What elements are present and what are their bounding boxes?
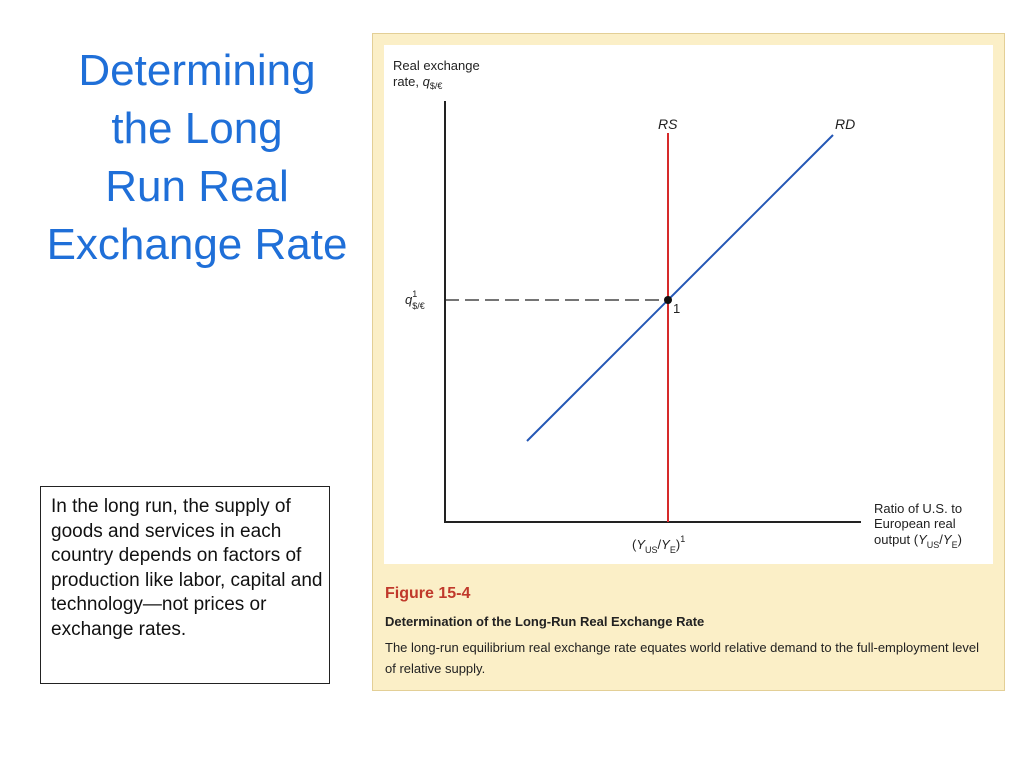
equilibrium-point-label: 1 bbox=[673, 301, 680, 316]
x-axis-label-line2: European real bbox=[874, 516, 956, 531]
y-axis-label-line1: Real exchange bbox=[393, 58, 480, 73]
note-text: In the long run, the supply of goods and… bbox=[51, 496, 323, 640]
figure-panel: Real exchange rate, q$/€ RS RD 1 q1 $/€ (… bbox=[372, 33, 1005, 691]
graph-area: Real exchange rate, q$/€ RS RD 1 q1 $/€ (… bbox=[384, 45, 993, 564]
rs-label: RS bbox=[658, 116, 678, 132]
rd-label: RD bbox=[835, 116, 855, 132]
title-line: Determining bbox=[78, 46, 316, 95]
figure-caption-title: Determination of the Long-Run Real Excha… bbox=[385, 614, 705, 629]
diagram-svg: Real exchange rate, q$/€ RS RD 1 q1 $/€ (… bbox=[393, 58, 962, 555]
x-axis-label-line1: Ratio of U.S. to bbox=[874, 501, 962, 516]
equilibrium-point bbox=[664, 296, 672, 304]
title-line: Run Real bbox=[105, 162, 289, 211]
note-box: In the long run, the supply of goods and… bbox=[40, 486, 330, 684]
equilibrium-ratio-label: (YUS/YE)1 bbox=[632, 534, 685, 555]
slide-title: Determining the Long Run Real Exchange R… bbox=[30, 42, 364, 282]
title-line: the Long bbox=[111, 104, 283, 153]
rd-curve bbox=[526, 134, 834, 442]
equilibrium-rate-label: q1 $/€ bbox=[405, 289, 425, 311]
y-axis-label-line2: rate, q$/€ bbox=[393, 74, 442, 91]
title-line: Exchange Rate bbox=[46, 220, 348, 269]
figure-number: Figure 15-4 bbox=[385, 585, 471, 602]
figure-caption-text: The long-run equilibrium real exchange r… bbox=[385, 640, 979, 676]
x-axis-label-line3: output (YUS/YE) bbox=[874, 532, 962, 550]
